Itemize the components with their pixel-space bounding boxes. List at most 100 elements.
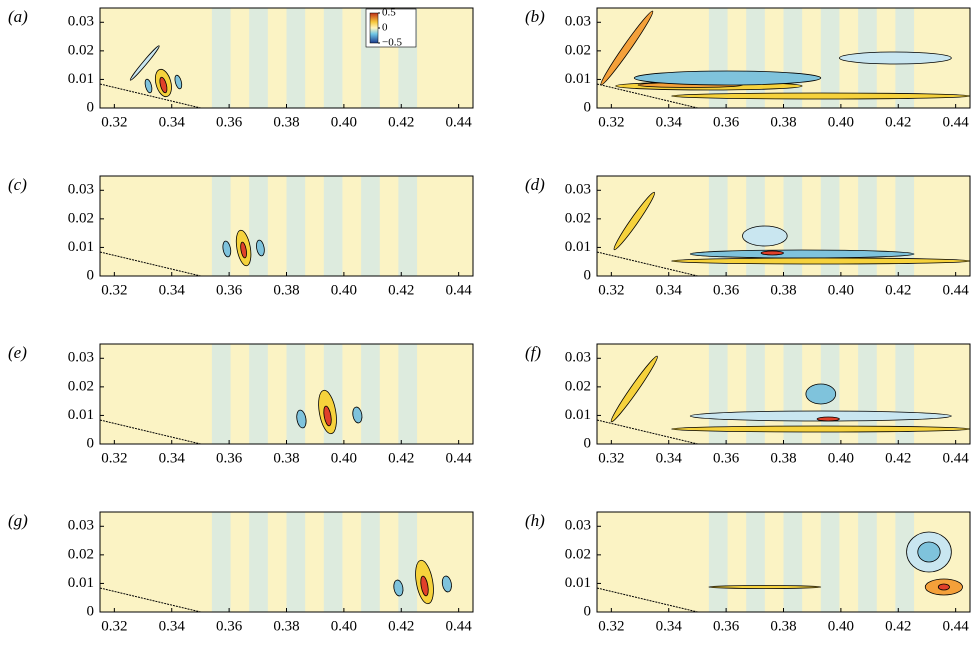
y-tick-label: 0.03: [68, 182, 94, 198]
contour-region: [398, 344, 418, 444]
shock-line: [99, 251, 201, 277]
contour-region: [742, 225, 788, 247]
x-tick-label: 0.42: [885, 114, 911, 130]
colorbar-tick-label: −0.5: [382, 37, 402, 49]
contour-region: [708, 8, 728, 108]
y-tick-label: 0.03: [68, 14, 94, 30]
contour-region: [323, 8, 343, 108]
contour-region: [323, 405, 332, 427]
x-tick-label: 0.44: [446, 450, 473, 466]
x-tick-label: 0.40: [828, 450, 854, 466]
x-tick-label: 0.40: [331, 450, 357, 466]
contour-region: [296, 409, 307, 429]
y-tick-label: 0.01: [565, 575, 591, 591]
panel-label: (a): [8, 7, 28, 26]
x-tick-label: 0.32: [598, 618, 624, 634]
x-tick-label: 0.32: [598, 282, 624, 298]
y-tick-label: 0.02: [565, 378, 591, 394]
contour-region: [211, 8, 231, 108]
contour-region: [398, 512, 418, 612]
y-tick-label: 0.02: [565, 210, 591, 226]
contour-region: [671, 257, 971, 265]
contour-region: [256, 239, 265, 257]
y-tick-label: 0: [584, 99, 592, 115]
y-tick-label: 0.03: [565, 14, 591, 30]
x-tick-label: 0.32: [101, 618, 127, 634]
contour-region: [323, 512, 343, 612]
x-tick-label: 0.38: [770, 450, 796, 466]
y-tick-label: 0.02: [68, 378, 94, 394]
contour-region: [286, 8, 306, 108]
contour-region: [671, 92, 971, 100]
x-tick-label: 0.42: [885, 618, 911, 634]
contour-region: [361, 512, 380, 612]
x-tick-label: 0.36: [216, 618, 243, 634]
x-tick-label: 0.34: [159, 282, 186, 298]
contour-region: [174, 74, 183, 90]
x-tick-label: 0.44: [446, 282, 473, 298]
y-tick-label: 0: [584, 603, 592, 619]
x-tick-label: 0.44: [943, 282, 970, 298]
contour-region: [352, 406, 363, 424]
contour-region: [633, 70, 822, 86]
contour-region: [783, 512, 803, 612]
contour-region: [917, 541, 941, 563]
contour-region: [746, 512, 765, 612]
y-tick-label: 0.02: [68, 210, 94, 226]
y-tick-label: 0.01: [68, 239, 94, 255]
contour-region: [159, 76, 168, 94]
x-tick-label: 0.36: [713, 450, 740, 466]
x-tick-label: 0.34: [159, 114, 186, 130]
panel-label: (h): [525, 511, 545, 530]
x-tick-label: 0.36: [713, 114, 740, 130]
contour-region: [249, 176, 268, 276]
contour-region: [249, 8, 268, 108]
contour-region: [144, 78, 153, 94]
shock-line: [99, 419, 201, 445]
contour-region: [441, 575, 452, 593]
panel-label: (b): [525, 7, 545, 26]
contour-region: [222, 240, 232, 258]
y-tick-label: 0.03: [565, 350, 591, 366]
panel-label: (e): [8, 343, 27, 362]
y-tick-label: 0.02: [68, 546, 94, 562]
x-tick-label: 0.42: [388, 282, 414, 298]
contour-region: [895, 512, 915, 612]
y-tick-label: 0: [584, 267, 592, 283]
x-tick-label: 0.32: [101, 450, 127, 466]
x-tick-label: 0.38: [273, 282, 299, 298]
contour-region: [420, 575, 429, 597]
y-tick-label: 0.01: [565, 71, 591, 87]
x-tick-label: 0.36: [713, 282, 740, 298]
contour-region: [286, 344, 306, 444]
colorbar-tick-label: 0.5: [382, 7, 396, 19]
x-tick-label: 0.42: [885, 282, 911, 298]
x-tick-label: 0.40: [331, 114, 357, 130]
contour-region: [708, 512, 728, 612]
x-tick-label: 0.42: [388, 450, 414, 466]
y-tick-label: 0.01: [68, 575, 94, 591]
contour-region: [286, 512, 306, 612]
contour-region: [805, 383, 837, 405]
contour-region: [820, 512, 840, 612]
contour-region: [820, 8, 840, 108]
shock-line: [99, 83, 201, 109]
x-tick-label: 0.44: [446, 618, 473, 634]
panel-label: (c): [8, 175, 27, 194]
contour-region: [816, 416, 840, 422]
x-tick-label: 0.36: [216, 282, 243, 298]
y-tick-label: 0: [584, 435, 592, 451]
contour-region: [211, 176, 231, 276]
x-tick-label: 0.34: [159, 618, 186, 634]
contour-region: [361, 344, 380, 444]
contour-region: [839, 51, 952, 65]
y-tick-label: 0.01: [565, 407, 591, 423]
contour-region: [323, 176, 343, 276]
contour-region: [249, 512, 268, 612]
y-tick-label: 0.03: [565, 182, 591, 198]
shock-line: [596, 83, 698, 109]
contour-region: [129, 45, 160, 81]
contour-region: [858, 512, 877, 612]
contour-region: [760, 250, 784, 256]
x-tick-label: 0.44: [943, 114, 970, 130]
